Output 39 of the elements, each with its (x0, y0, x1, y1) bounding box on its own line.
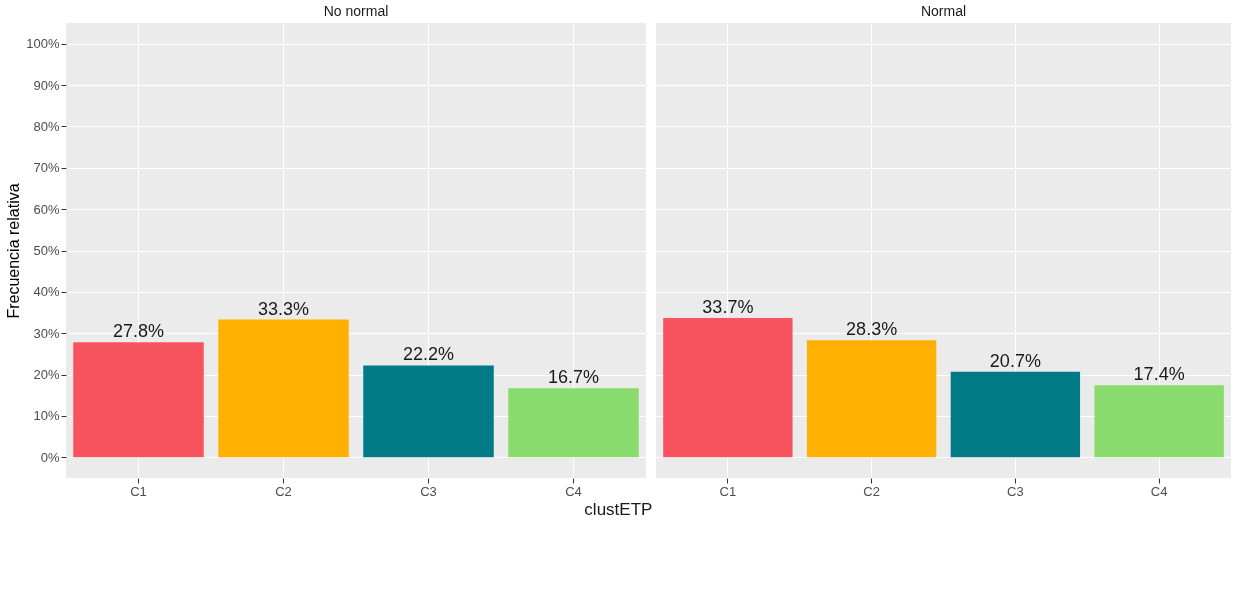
data-label: 17.4% (1133, 364, 1185, 385)
y-tick-label: 100% (26, 36, 60, 52)
y-tick-label: 30% (33, 325, 60, 341)
y-tick-label: 40% (33, 284, 60, 300)
x-tick-label: C1 (130, 483, 147, 499)
x-tick-label: C2 (863, 483, 880, 499)
data-label: 22.2% (402, 344, 455, 365)
bar (663, 317, 793, 458)
bar (218, 319, 349, 458)
y-tick-label: 20% (33, 367, 60, 383)
data-label: 16.7% (547, 367, 600, 388)
bar (1094, 385, 1224, 458)
x-tick-label: C3 (420, 483, 437, 499)
bar (363, 365, 494, 458)
y-tick-label: 50% (33, 243, 60, 258)
data-label: 27.8% (112, 321, 165, 342)
y-axis-title: Frecuencia relativa (5, 183, 23, 319)
x-tick-label: C2 (275, 483, 292, 499)
x-tick-label: C4 (565, 483, 582, 499)
x-tick-label: C4 (1150, 483, 1168, 499)
x-tick-label: C3 (1007, 483, 1024, 499)
data-label: 33.7% (702, 296, 754, 317)
chart-title: No normal (323, 3, 389, 19)
y-tick-label: 0% (40, 449, 60, 465)
data-label: 33.3% (257, 298, 310, 319)
y-tick-label: 10% (33, 408, 60, 424)
x-axis-title: clustETP (584, 500, 653, 519)
y-tick-label: 80% (33, 118, 60, 134)
data-label: 28.3% (846, 319, 898, 340)
bar (508, 388, 639, 458)
bar (950, 371, 1081, 458)
x-tick-label: C1 (719, 483, 737, 499)
y-tick-label: 90% (33, 77, 60, 93)
data-label: 20.7% (989, 350, 1041, 371)
bar (73, 342, 204, 458)
chart-title: Normal (920, 3, 967, 19)
bar (806, 340, 937, 458)
y-tick-label: 70% (33, 160, 60, 176)
y-tick-label: 60% (33, 201, 60, 217)
